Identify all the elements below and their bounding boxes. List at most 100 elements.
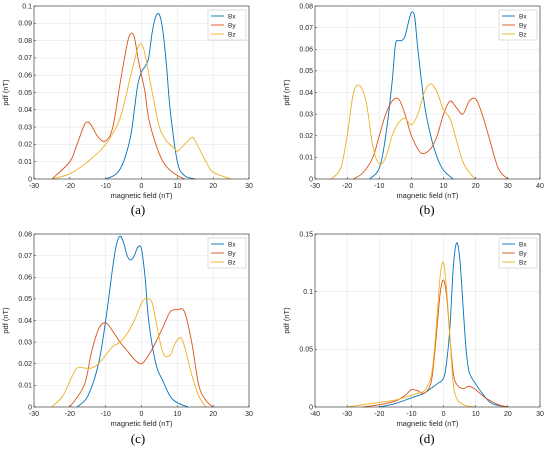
y-tick-label: 0.03 xyxy=(299,111,313,118)
y-axis-label: pdf (nT) xyxy=(282,307,291,334)
y-tick-label: 0 xyxy=(28,404,32,411)
x-tick-label: -40 xyxy=(310,411,320,418)
y-tick-label: 0.05 xyxy=(18,296,32,303)
x-tick-label: 40 xyxy=(536,183,544,190)
legend-box xyxy=(498,9,538,41)
x-tick-label: 20 xyxy=(209,183,217,190)
y-tick-label: 0.05 xyxy=(299,347,313,354)
series-line-by xyxy=(51,32,185,180)
x-tick-label: 30 xyxy=(504,183,512,190)
legend-label-bz: Bz xyxy=(228,31,236,38)
y-tick-label: 0.07 xyxy=(18,253,32,260)
legend-label-by: By xyxy=(519,250,527,257)
x-tick-label: 0 xyxy=(442,411,446,418)
y-tick-label: 0.04 xyxy=(18,107,32,114)
x-tick-label: -10 xyxy=(101,183,111,190)
legend-label-by: By xyxy=(228,22,236,29)
series-line-by xyxy=(353,97,509,180)
y-tick-label: 0.02 xyxy=(18,142,32,149)
x-tick-label: 10 xyxy=(440,183,448,190)
panel-label: (b) xyxy=(419,202,434,217)
panel-label: (a) xyxy=(131,202,145,217)
y-tick-label: 0.04 xyxy=(18,318,32,325)
x-axis-label: magnetic field (nT) xyxy=(110,191,173,200)
x-tick-label: 10 xyxy=(173,183,181,190)
legend-label-by: By xyxy=(519,22,527,29)
y-tick-label: 0.04 xyxy=(299,90,313,97)
y-tick-label: 0.08 xyxy=(18,231,32,238)
x-tick-label: -20 xyxy=(65,183,75,190)
x-axis-label: magnetic field (nT) xyxy=(396,191,459,200)
x-tick-label: -30 xyxy=(29,183,39,190)
y-tick-label: 0 xyxy=(309,404,313,411)
x-tick-label: -20 xyxy=(374,411,384,418)
y-tick-label: 0.03 xyxy=(18,339,32,346)
y-tick-label: 0.06 xyxy=(18,275,32,282)
x-tick-label: 0 xyxy=(140,183,144,190)
y-tick-label: 0.02 xyxy=(299,133,313,140)
chart-panel-a: -30 -20 -10 0 10 20 30 0 0.01 0.02 0.03 0.04 0.05 0.0… xyxy=(1,3,253,217)
x-tick-label: -30 xyxy=(310,183,320,190)
x-tick-label: 30 xyxy=(245,411,253,418)
y-tick-label: 0 xyxy=(309,176,313,183)
series-line-by xyxy=(363,279,508,408)
x-tick-label: -10 xyxy=(406,411,416,418)
x-tick-label: -10 xyxy=(374,183,384,190)
y-axis-label: pdf (nT) xyxy=(1,307,10,334)
y-tick-label: 0 xyxy=(28,176,32,183)
series-line-bz xyxy=(330,83,477,180)
legend-label-bz: Bz xyxy=(519,259,527,266)
y-axis-label: pdf (nT) xyxy=(282,79,291,106)
series-line-bz xyxy=(347,261,476,408)
x-tick-label: -10 xyxy=(101,411,111,418)
y-axis-label: pdf (nT) xyxy=(1,79,10,106)
series-line-bz xyxy=(51,43,232,180)
series-line-by xyxy=(69,308,214,408)
x-tick-label: -20 xyxy=(65,411,75,418)
x-tick-label: 20 xyxy=(209,411,217,418)
series-line-bz xyxy=(51,297,207,408)
legend-label-bx: Bx xyxy=(519,13,527,20)
y-tick-label: 0.07 xyxy=(299,25,313,32)
y-tick-label: 0.06 xyxy=(299,47,313,54)
legend-label-bx: Bx xyxy=(519,241,527,248)
y-tick-label: 0.07 xyxy=(18,55,32,62)
chart-panel-b: -30 -20 -10 0 10 20 30 40 0 0.01 0.02 0.03 0.04 0.05 0… xyxy=(282,3,544,217)
legend-label-bz: Bz xyxy=(228,259,236,266)
y-tick-label: 0.15 xyxy=(299,231,313,238)
y-tick-label: 0.01 xyxy=(18,383,32,390)
series-line-bx xyxy=(76,235,189,408)
y-tick-label: 0.01 xyxy=(18,159,32,166)
chart-panel-c: -30 -20 -10 0 10 20 30 0 0.01 0.02 0.03 0.04 0.05 0.0… xyxy=(1,231,253,446)
x-tick-label: -20 xyxy=(342,183,352,190)
legend-label-bx: Bx xyxy=(228,241,236,248)
y-tick-label: 0.01 xyxy=(299,155,313,162)
x-tick-label: 30 xyxy=(536,411,544,418)
legend-label-by: By xyxy=(228,250,236,257)
x-tick-label: 10 xyxy=(472,411,480,418)
x-tick-label: 0 xyxy=(140,411,144,418)
legend: Bx By Bz xyxy=(207,9,247,41)
axes-frame xyxy=(314,233,541,408)
x-tick-label: 30 xyxy=(245,183,253,190)
x-tick-label: 10 xyxy=(173,411,181,418)
series-line-bx xyxy=(105,12,196,180)
y-tick-label: 0.03 xyxy=(18,124,32,131)
chart-panel-d: -40 -30 -20 -10 0 10 20 30 0 0.05 0.1 0.15 magnetic … xyxy=(282,231,544,446)
series-line-bx xyxy=(369,11,454,180)
legend-label-bz: Bz xyxy=(519,31,527,38)
x-tick-label: -30 xyxy=(342,411,352,418)
legend: Bx By Bz xyxy=(207,237,247,269)
x-axis-label: magnetic field (nT) xyxy=(110,419,173,428)
x-axis-label: magnetic field (nT) xyxy=(396,419,459,428)
y-tick-label: 0.05 xyxy=(299,68,313,75)
y-tick-label: 0.06 xyxy=(18,73,32,80)
panel-label: (c) xyxy=(131,431,145,446)
y-tick-label: 0.02 xyxy=(18,361,32,368)
panel-label: (d) xyxy=(419,431,434,446)
y-tick-label: 0.1 xyxy=(303,289,313,296)
legend: Bx By Bz xyxy=(498,237,538,269)
y-tick-label: 0.08 xyxy=(299,3,313,10)
legend: Bx By Bz xyxy=(498,9,538,41)
